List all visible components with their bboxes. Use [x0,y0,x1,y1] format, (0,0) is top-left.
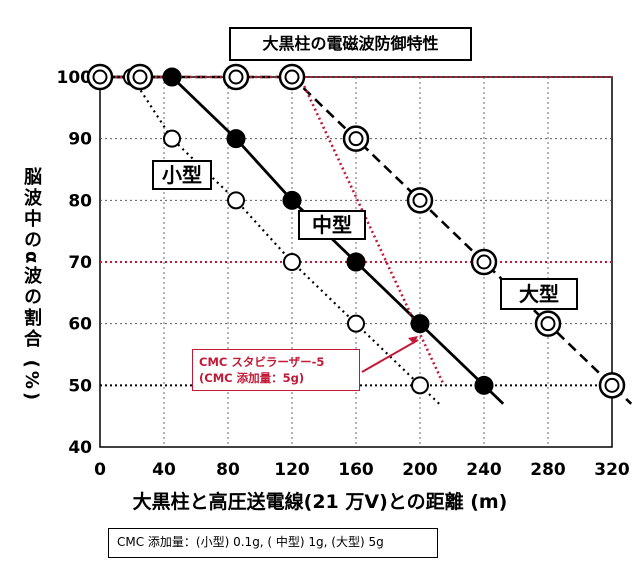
x-tick-label: 280 [530,460,566,480]
data-point-large-inner [604,377,620,393]
annotation-arrow [361,339,419,373]
dosage-note: CMC 添加量：(小型) 0.1g, ( 中型) 1g, (大型) 5g [108,528,438,558]
y-tick-label: 40 [68,438,92,458]
y-tick-label: 70 [68,253,92,273]
x-tick-label: 80 [216,460,240,480]
data-point-large-inner [348,131,364,147]
data-point-small [411,376,429,395]
data-point-medium [282,190,302,210]
data-point-large-inner [476,254,492,270]
series-label-medium: 中型 [298,210,366,240]
cmc-annotation: CMC スタビラーザー-5 (CMC 添加量：5g) [192,349,360,391]
x-tick-label: 40 [152,460,176,480]
y-tick-label: 90 [68,130,92,150]
chart-title: 大黒柱の電磁波防御特性 [229,27,472,61]
series-line-2 [100,75,633,405]
data-point-large-inner [92,69,108,85]
data-point-medium [162,67,182,87]
data-point-large-inner [132,69,148,85]
series-label-small: 小型 [152,160,212,190]
data-point-medium [346,252,366,272]
data-point-large-inner [284,69,300,85]
data-point-small [227,191,245,210]
data-point-small [283,253,301,271]
cmc-annotation-line2: (CMC 添加量：5g) [199,371,305,385]
series-label-large: 大型 [500,278,578,310]
y-tick-label: 50 [68,376,92,396]
y-axis-label: 脳波中のα波の割合 (%) [21,166,42,404]
x-tick-label: 120 [274,460,310,480]
y-tick-label: 100 [57,68,93,88]
x-tick-label: 160 [338,460,374,480]
x-axis-label: 大黒柱と高圧送電線(21 万V)との距離 (m) [132,491,508,513]
series-line-3 [100,75,446,386]
x-tick-label: 320 [594,460,630,480]
data-point-medium [474,375,494,395]
data-point-medium [410,314,430,334]
cmc-annotation-line1: CMC スタビラーザー-5 [199,355,325,369]
y-tick-label: 80 [68,191,92,211]
data-point-small [347,314,365,333]
annotation-arrowhead [408,336,418,344]
x-tick-label: 240 [466,460,502,480]
x-tick-label: 0 [94,460,106,480]
data-point-large-inner [540,316,556,332]
data-point-large-inner [228,69,244,85]
data-point-large-inner [412,192,428,208]
data-point-medium [226,129,246,149]
x-tick-label: 200 [402,460,438,480]
data-point-small [163,129,181,148]
y-tick-label: 60 [68,315,92,335]
